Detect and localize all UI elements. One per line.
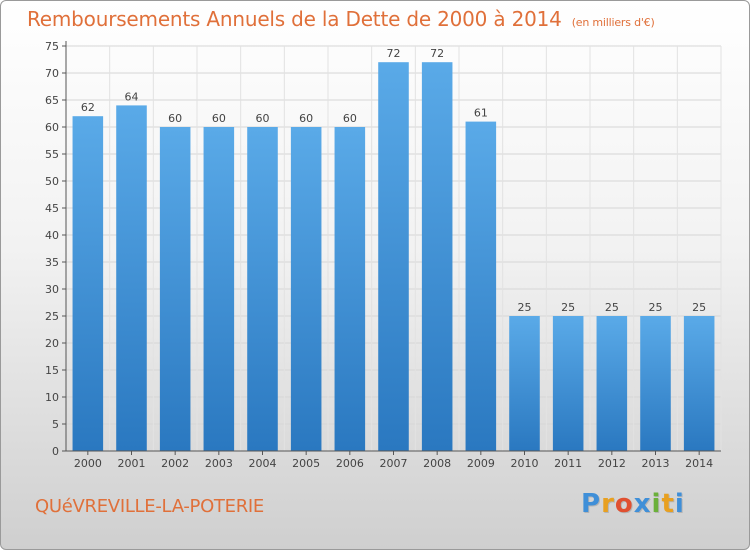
y-tick-label: 40 xyxy=(45,229,59,242)
bar xyxy=(596,316,628,451)
y-tick-label: 5 xyxy=(52,418,59,431)
x-tick-label: 2013 xyxy=(642,457,670,470)
x-tick-label: 2001 xyxy=(118,457,146,470)
x-tick-label: 2012 xyxy=(598,457,626,470)
commune-name: QUéVREVILLE-LA-POTERIE xyxy=(35,496,264,517)
bar xyxy=(116,105,147,452)
y-tick-label: 25 xyxy=(45,310,59,323)
proxiti-logo[interactable]: Proxiti xyxy=(581,489,685,519)
data-label: 25 xyxy=(605,301,619,314)
y-tick-label: 75 xyxy=(45,40,59,53)
x-tick-label: 2005 xyxy=(292,457,320,470)
y-tick-label: 60 xyxy=(45,121,59,134)
logo-letter: i xyxy=(674,489,685,519)
bar xyxy=(290,127,322,451)
y-tick-label: 10 xyxy=(45,391,59,404)
y-tick-label: 45 xyxy=(45,202,59,215)
data-label: 60 xyxy=(256,112,270,125)
chart-subtitle: (en milliers d'€) xyxy=(571,16,655,29)
y-tick-label: 20 xyxy=(45,337,59,350)
x-tick-label: 2003 xyxy=(205,457,233,470)
logo-letter: x xyxy=(633,489,652,519)
logo-letter: r xyxy=(601,489,615,519)
data-label: 25 xyxy=(518,301,532,314)
logo-letter: P xyxy=(581,489,602,519)
y-tick-label: 55 xyxy=(45,148,59,161)
x-tick-label: 2000 xyxy=(74,457,102,470)
logo-letter: i xyxy=(651,489,662,519)
data-label: 25 xyxy=(561,301,575,314)
data-label: 61 xyxy=(474,107,488,120)
x-tick-label: 2008 xyxy=(423,457,451,470)
data-label: 72 xyxy=(430,47,444,60)
x-tick-label: 2009 xyxy=(467,457,495,470)
data-label: 64 xyxy=(125,90,139,103)
x-tick-label: 2002 xyxy=(161,457,189,470)
x-tick-label: 2004 xyxy=(249,457,277,470)
bar xyxy=(334,127,366,451)
bar xyxy=(421,62,453,451)
y-tick-label: 70 xyxy=(45,67,59,80)
y-tick-label: 50 xyxy=(45,175,59,188)
data-label: 60 xyxy=(212,112,226,125)
bar xyxy=(203,127,235,451)
bar xyxy=(159,127,191,451)
y-tick-label: 35 xyxy=(45,256,59,269)
bar xyxy=(72,116,104,451)
logo-letter: t xyxy=(661,489,675,519)
x-tick-label: 2011 xyxy=(554,457,582,470)
chart-title: Remboursements Annuels de la Dette de 20… xyxy=(27,7,655,31)
data-label: 62 xyxy=(81,101,95,114)
x-tick-label: 2010 xyxy=(511,457,539,470)
bar xyxy=(247,127,278,451)
bar xyxy=(552,316,584,451)
bar xyxy=(509,316,540,451)
y-tick-label: 0 xyxy=(52,445,59,458)
x-tick-label: 2014 xyxy=(685,457,713,470)
bar xyxy=(683,316,715,451)
y-tick-label: 15 xyxy=(45,364,59,377)
bar xyxy=(378,62,409,451)
data-label: 25 xyxy=(692,301,706,314)
data-label: 60 xyxy=(343,112,357,125)
x-tick-label: 2006 xyxy=(336,457,364,470)
bar xyxy=(465,121,497,451)
x-tick-label: 2007 xyxy=(380,457,408,470)
logo-letter: o xyxy=(614,489,634,519)
y-tick-label: 30 xyxy=(45,283,59,296)
data-label: 60 xyxy=(299,112,313,125)
bar xyxy=(640,316,671,451)
data-label: 60 xyxy=(168,112,182,125)
data-label: 72 xyxy=(387,47,401,60)
y-tick-label: 65 xyxy=(45,94,59,107)
data-label: 25 xyxy=(649,301,663,314)
